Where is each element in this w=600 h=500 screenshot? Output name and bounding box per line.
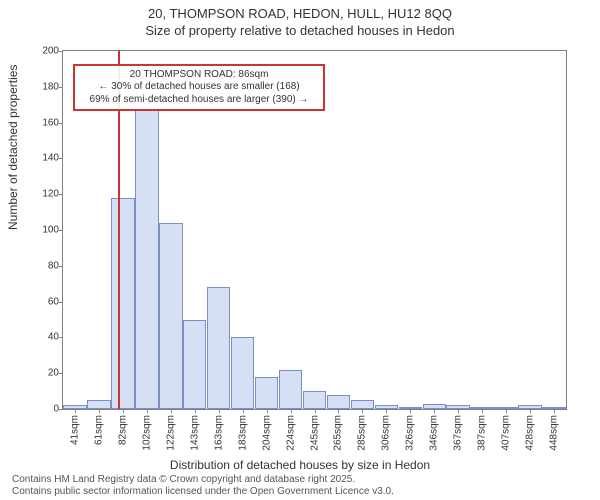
x-tick-mark — [482, 409, 483, 413]
y-tick-mark — [59, 230, 63, 231]
x-tick-mark — [434, 409, 435, 413]
title-block: 20, THOMPSON ROAD, HEDON, HULL, HU12 8QQ… — [0, 0, 600, 40]
x-tick-label: 41sqm — [69, 415, 80, 445]
y-tick-mark — [59, 266, 63, 267]
x-tick-mark — [554, 409, 555, 413]
histogram-bar — [351, 400, 374, 409]
annotation-line-3: 69% of semi-detached houses are larger (… — [81, 94, 317, 107]
x-tick-mark — [362, 409, 363, 413]
footer-line2: Contains public sector information licen… — [12, 486, 394, 498]
y-tick-mark — [59, 194, 63, 195]
histogram-bar — [423, 404, 446, 409]
y-tick-mark — [59, 337, 63, 338]
x-tick-mark — [291, 409, 292, 413]
title-line1: 20, THOMPSON ROAD, HEDON, HULL, HU12 8QQ — [0, 6, 600, 23]
histogram-bar — [279, 370, 302, 409]
x-tick-label: 61sqm — [93, 415, 104, 445]
y-tick-mark — [59, 158, 63, 159]
x-tick-label: 122sqm — [165, 415, 176, 451]
histogram-bar — [159, 223, 182, 409]
x-tick-mark — [219, 409, 220, 413]
x-tick-mark — [458, 409, 459, 413]
x-tick-mark — [530, 409, 531, 413]
x-tick-mark — [171, 409, 172, 413]
histogram-bar — [542, 407, 565, 409]
histogram-bar — [63, 405, 86, 409]
histogram-bar — [111, 198, 134, 409]
x-tick-label: 143sqm — [189, 415, 200, 451]
x-tick-label: 285sqm — [357, 415, 368, 451]
x-axis-label: Distribution of detached houses by size … — [0, 458, 600, 472]
y-axis-label: Number of detached properties — [6, 65, 20, 230]
x-tick-mark — [243, 409, 244, 413]
histogram-bar — [87, 400, 110, 409]
x-tick-label: 448sqm — [549, 415, 560, 451]
annotation-box: 20 THOMPSON ROAD: 86sqm← 30% of detached… — [73, 64, 325, 112]
x-tick-label: 102sqm — [141, 415, 152, 451]
y-tick-mark — [59, 373, 63, 374]
annotation-line-2: ← 30% of detached houses are smaller (16… — [81, 81, 317, 94]
y-tick-mark — [59, 123, 63, 124]
x-tick-mark — [338, 409, 339, 413]
y-tick-mark — [59, 302, 63, 303]
y-tick-mark — [59, 51, 63, 52]
x-tick-mark — [267, 409, 268, 413]
x-tick-label: 265sqm — [333, 415, 344, 451]
annotation-line-1: 20 THOMPSON ROAD: 86sqm — [81, 69, 317, 82]
x-tick-mark — [123, 409, 124, 413]
x-tick-label: 346sqm — [429, 415, 440, 451]
histogram-bar — [399, 407, 422, 409]
histogram-bar — [375, 405, 398, 409]
x-tick-label: 387sqm — [477, 415, 488, 451]
histogram-bar — [518, 405, 541, 409]
title-line2: Size of property relative to detached ho… — [0, 23, 600, 40]
x-tick-mark — [99, 409, 100, 413]
x-tick-label: 407sqm — [501, 415, 512, 451]
histogram-bar — [494, 407, 517, 409]
y-tick-mark — [59, 87, 63, 88]
histogram-bar — [231, 337, 254, 409]
x-tick-mark — [386, 409, 387, 413]
x-tick-mark — [195, 409, 196, 413]
histogram-bar — [470, 407, 493, 409]
x-tick-label: 163sqm — [213, 415, 224, 451]
chart-container: 20, THOMPSON ROAD, HEDON, HULL, HU12 8QQ… — [0, 0, 600, 500]
histogram-bar — [255, 377, 278, 409]
x-tick-mark — [147, 409, 148, 413]
x-tick-mark — [410, 409, 411, 413]
histogram-bar — [135, 110, 158, 409]
x-tick-label: 82sqm — [117, 415, 128, 445]
y-tick-mark — [59, 409, 63, 410]
histogram-bar — [327, 395, 350, 409]
histogram-bar — [183, 320, 206, 410]
x-tick-label: 224sqm — [285, 415, 296, 451]
histogram-bar — [207, 287, 230, 409]
x-tick-mark — [506, 409, 507, 413]
x-tick-label: 367sqm — [453, 415, 464, 451]
x-tick-label: 326sqm — [405, 415, 416, 451]
footer-line1: Contains HM Land Registry data © Crown c… — [12, 474, 394, 486]
x-tick-label: 428sqm — [525, 415, 536, 451]
x-tick-label: 245sqm — [309, 415, 320, 451]
x-tick-label: 183sqm — [237, 415, 248, 451]
histogram-bar — [303, 391, 326, 409]
x-tick-label: 204sqm — [261, 415, 272, 451]
footer: Contains HM Land Registry data © Crown c… — [12, 474, 394, 498]
x-tick-label: 306sqm — [381, 415, 392, 451]
x-tick-mark — [75, 409, 76, 413]
histogram-bar — [446, 405, 469, 409]
x-tick-mark — [315, 409, 316, 413]
plot-area: 02040608010012014016018020041sqm61sqm82s… — [62, 50, 567, 410]
